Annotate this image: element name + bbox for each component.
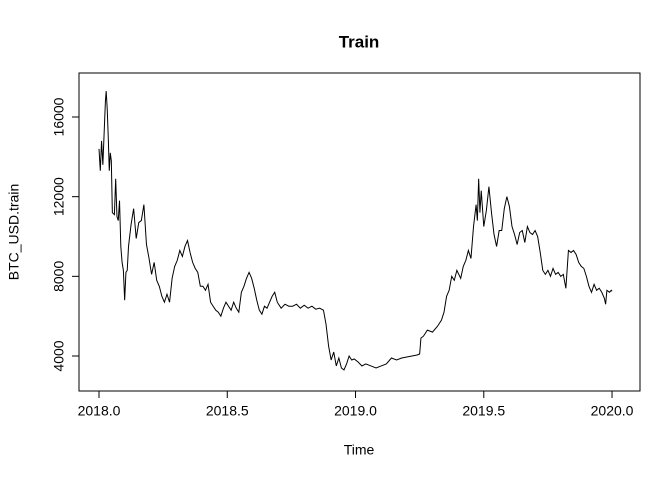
- y-tick-label: 4000: [51, 340, 67, 371]
- x-tick-label: 2019.0: [334, 403, 377, 419]
- x-tick-label: 2019.5: [462, 403, 505, 419]
- x-tick-label: 2020.0: [591, 403, 634, 419]
- x-tick-label: 2018.5: [206, 403, 249, 419]
- y-tick-label: 16000: [51, 97, 67, 136]
- y-tick-label: 12000: [51, 177, 67, 216]
- x-tick-label: 2018.0: [78, 403, 121, 419]
- y-tick-label: 8000: [51, 261, 67, 292]
- price-line: [98, 91, 613, 371]
- x-axis-label: Time: [344, 442, 375, 458]
- y-axis-label: BTC_USD.train: [6, 184, 22, 280]
- chart-title: Train: [339, 32, 380, 51]
